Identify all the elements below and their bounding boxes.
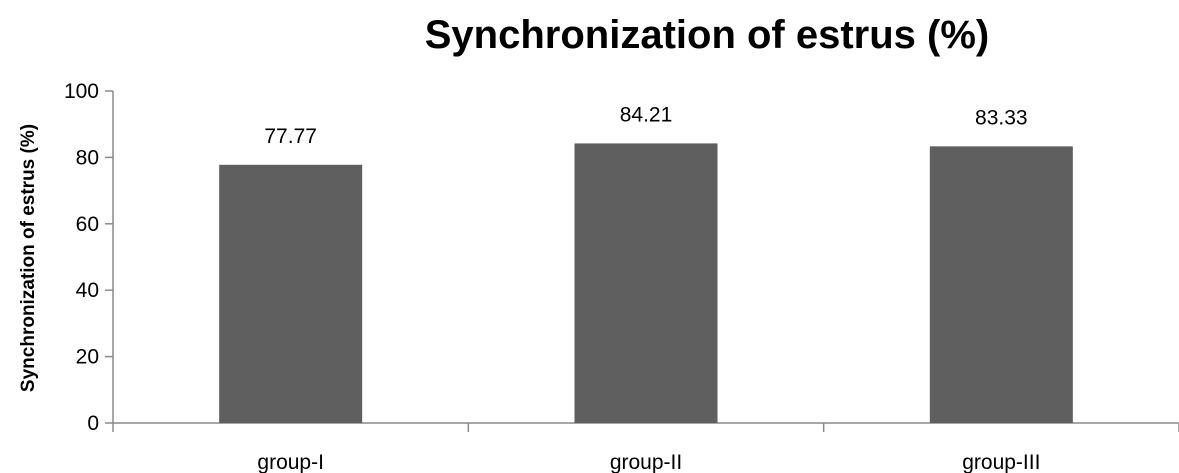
- y-axis-label: Synchronization of estrus (%): [18, 124, 39, 392]
- bar-group-III: [929, 146, 1073, 423]
- y-ticks: 0 20 40 60 80 100: [64, 80, 113, 435]
- bars: [219, 143, 1073, 424]
- y-tick-label: 0: [87, 412, 99, 435]
- x-ticks: [112, 423, 1179, 432]
- category-label: group-III: [962, 451, 1040, 473]
- bar-group-I: [219, 164, 363, 424]
- data-label: 77.77: [264, 125, 317, 148]
- category-label: group-II: [610, 451, 682, 473]
- y-tick-label: 20: [76, 346, 99, 369]
- y-tick-label: 40: [76, 279, 99, 302]
- data-labels: 77.77 84.21 83.33: [264, 103, 1027, 147]
- bar-group-II: [574, 143, 718, 424]
- y-tick-label: 80: [76, 146, 99, 169]
- category-label: group-I: [257, 451, 324, 473]
- y-tick-label: 60: [76, 213, 99, 236]
- category-labels: group-I group-II group-III: [257, 451, 1040, 473]
- data-label: 83.33: [975, 106, 1028, 129]
- y-tick-label: 100: [64, 80, 99, 103]
- chart-title: Synchronization of estrus (%): [425, 13, 990, 57]
- data-label: 84.21: [620, 103, 673, 126]
